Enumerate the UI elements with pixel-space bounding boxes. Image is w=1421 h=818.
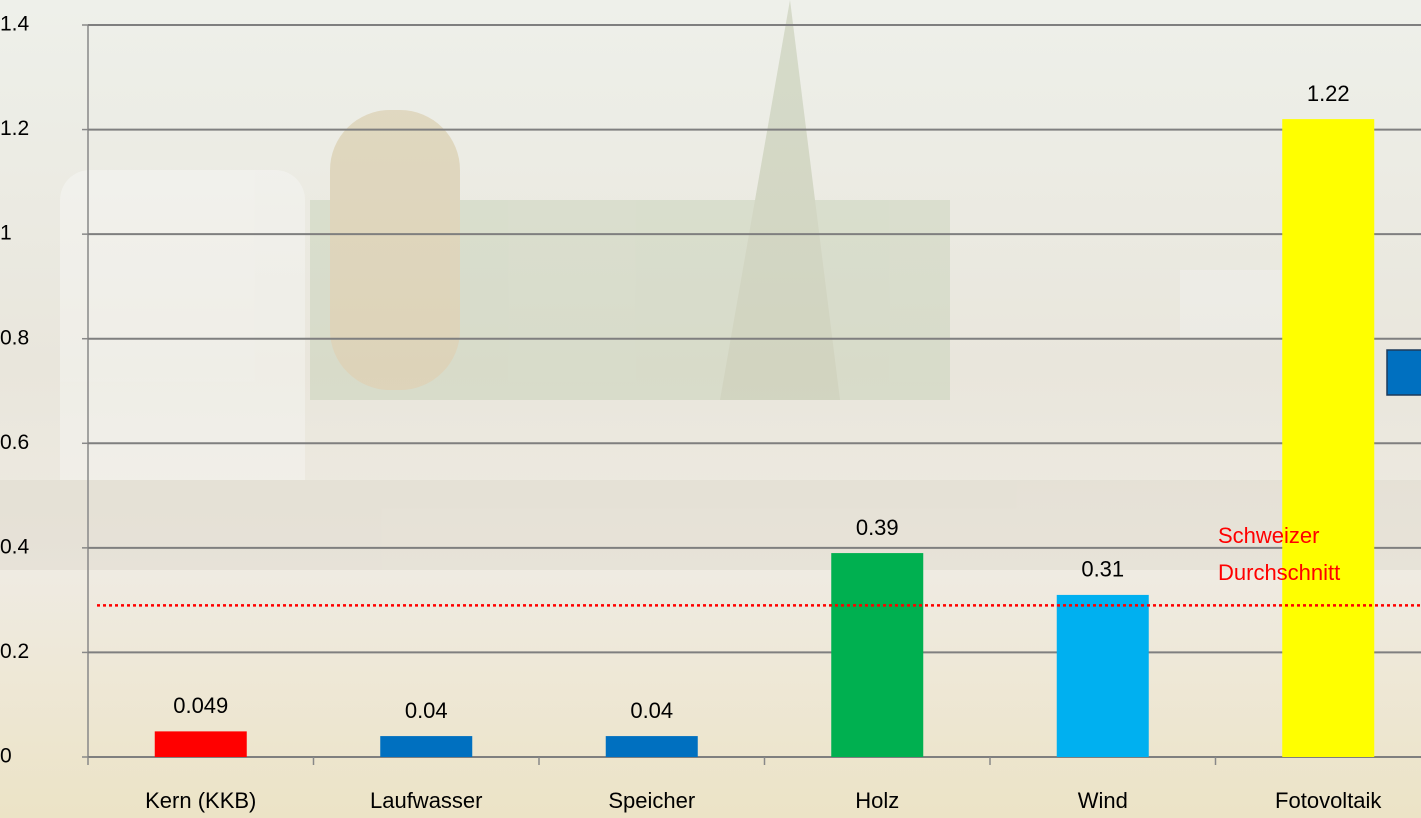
value-label: 0.04 [405, 698, 448, 723]
x-tick-label: Speicher [608, 788, 695, 813]
bar [380, 736, 473, 757]
y-tick-label: 0.4 [0, 535, 30, 558]
reference-label: Schweizer [1218, 523, 1319, 548]
y-tick-label: 1.2 [0, 117, 29, 140]
background-photo [0, 0, 1421, 570]
value-label: 1.22 [1307, 81, 1350, 106]
y-tick-label: 0.8 [0, 326, 29, 349]
value-label: 0.39 [856, 515, 899, 540]
value-label: 0.049 [173, 693, 228, 718]
x-tick-label: Laufwasser [370, 788, 483, 813]
y-tick-label: 0.6 [0, 431, 29, 454]
value-label: 0.04 [630, 698, 673, 723]
bar [605, 736, 698, 757]
y-tick-label: 0 [0, 745, 12, 768]
bar [1056, 594, 1149, 757]
bar [154, 731, 247, 757]
bar [831, 553, 924, 757]
x-tick-label: Kern (KKB) [145, 788, 256, 813]
x-tick-label: Holz [855, 788, 899, 813]
x-tick-label: Fotovoltaik [1275, 788, 1382, 813]
x-tick-label: Wind [1078, 788, 1128, 813]
y-tick-label: 1 [0, 222, 12, 245]
y-tick-label: 1.4 [0, 13, 30, 36]
bar [1282, 119, 1375, 758]
value-label: 0.31 [1081, 557, 1124, 582]
y-tick-label: 0.2 [0, 640, 29, 663]
legend-fragment [1386, 349, 1421, 396]
reference-label: Durchschnitt [1218, 560, 1340, 585]
